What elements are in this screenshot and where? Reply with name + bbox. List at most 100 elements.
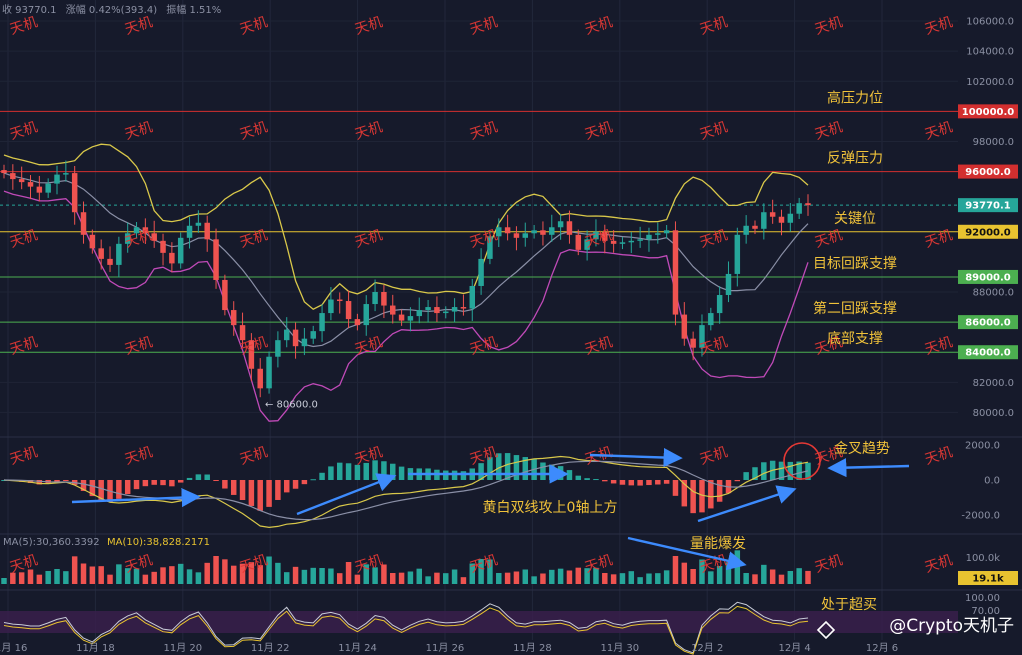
candle-body: [610, 240, 617, 244]
macd-bar: [381, 461, 387, 480]
candle-body: [248, 340, 255, 369]
volume-tick-label: 100.0k: [966, 553, 1001, 564]
volume-bar: [372, 567, 378, 584]
candle-body: [690, 338, 696, 348]
volume-bar: [310, 567, 316, 584]
candle-body: [319, 313, 325, 332]
macd-bar: [593, 479, 599, 481]
volume-bar: [584, 568, 590, 584]
volume-bar: [177, 563, 184, 584]
candle-body: [584, 239, 590, 250]
macd-bar: [124, 480, 131, 495]
candle-body: [787, 213, 794, 223]
level-tag-bg: [958, 315, 1018, 330]
candle-body: [796, 203, 802, 214]
candle-body: [292, 329, 299, 347]
level-tag-bg: [958, 224, 1018, 239]
candle-body: [734, 234, 741, 274]
volume-bar: [690, 569, 696, 584]
candle-body: [142, 227, 149, 234]
candle-body: [45, 183, 51, 193]
volume-bar: [593, 567, 599, 584]
volume-bar: [672, 556, 679, 584]
level-tag: 86000.0: [965, 318, 1011, 329]
candle-body: [549, 227, 555, 235]
x-tick-label: 12月 4: [778, 642, 810, 654]
x-tick-label: 11月 20: [163, 642, 202, 654]
volume-bar: [637, 577, 643, 584]
volume-bar: [531, 576, 537, 584]
volume-tag: 19.1k: [972, 574, 1004, 585]
candle-body: [663, 230, 670, 234]
candle-body: [27, 182, 34, 187]
volume-bar: [398, 572, 405, 584]
candle-body: [513, 233, 520, 238]
volume-bar: [301, 569, 308, 584]
volume-bar: [319, 568, 325, 584]
candle-body: [460, 307, 467, 309]
candle-body: [743, 225, 749, 235]
candle-body: [478, 258, 484, 286]
volume-bar: [80, 563, 87, 584]
candle-body: [655, 233, 661, 235]
x-tick-label: 12月 2: [691, 642, 723, 654]
logo-icon: [816, 620, 836, 640]
macd-bar: [222, 480, 228, 489]
rsi-note: 处于超买: [821, 597, 877, 613]
candle-body: [89, 234, 96, 249]
candle-body: [540, 230, 546, 235]
candle-body: [310, 331, 316, 339]
candle-body: [98, 248, 104, 259]
candle-body: [36, 186, 43, 193]
candle-body: [628, 240, 635, 243]
volume-bar: [89, 566, 96, 584]
macd-bar: [566, 470, 573, 480]
volume-bar: [681, 562, 688, 584]
volume-bar: [646, 573, 652, 584]
cross-circle: [783, 442, 821, 480]
volume-bar: [725, 562, 732, 584]
macd-bar: [451, 470, 458, 480]
macd-bar: [699, 480, 705, 513]
volume-bar: [478, 559, 484, 584]
candle-body: [522, 233, 529, 238]
macd-bar: [283, 480, 290, 493]
candle-body: [124, 233, 131, 244]
macd-dea-line: [3, 460, 809, 521]
macd-bar: [716, 480, 723, 502]
candle-body: [425, 307, 431, 311]
candle-body: [761, 212, 767, 229]
macd-bar: [89, 480, 96, 497]
candle-body: [1, 170, 7, 174]
candle-body: [637, 239, 643, 241]
candle-body: [778, 216, 785, 223]
candle-body: [504, 227, 511, 234]
rsi-tick-label: 100.00: [965, 593, 1000, 604]
candle-body: [186, 225, 193, 238]
footer-logo: @Crypto天机子: [889, 616, 1014, 636]
volume-bar: [45, 571, 51, 584]
macd-bar: [310, 479, 316, 481]
volume-bar: [805, 570, 811, 584]
blue-arrow: [827, 458, 910, 478]
macd-bar: [610, 480, 617, 484]
macd-note: 黄白双线攻上0轴上方: [483, 499, 618, 516]
candle-body: [133, 227, 140, 234]
y-tick-label: 88000.0: [973, 288, 1014, 299]
level-tag-bg: [958, 269, 1018, 284]
x-tick-label: 11月 28: [513, 642, 552, 654]
low-marker: ← 80600.0: [265, 399, 318, 410]
x-tick-label: 11月 30: [600, 642, 639, 654]
volume-bar: [610, 574, 617, 584]
macd-bar: [151, 480, 157, 485]
macd-bar: [354, 464, 361, 480]
rsi-line: [3, 601, 809, 654]
candle-body: [354, 319, 361, 326]
volume-bar: [257, 565, 263, 584]
candle-body: [63, 173, 69, 175]
volume-bar: [504, 572, 511, 584]
candle-body: [107, 258, 113, 265]
macd-bar: [213, 480, 219, 481]
volume-bar: [36, 574, 43, 584]
